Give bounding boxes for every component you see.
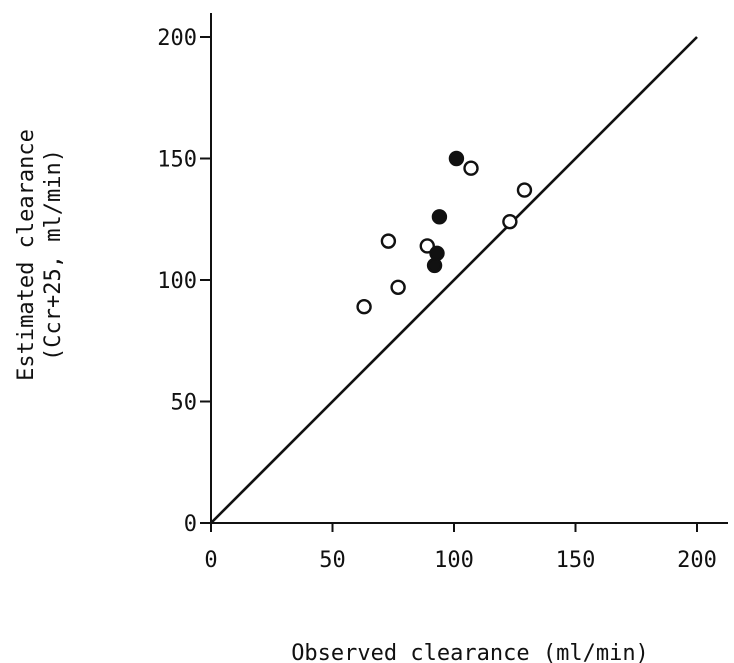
open-data-point bbox=[502, 213, 518, 230]
axes bbox=[210, 13, 728, 524]
x-tick-label: 100 bbox=[434, 548, 474, 573]
filled-data-point bbox=[431, 209, 448, 225]
filled-data-point bbox=[426, 257, 443, 274]
open-data-point bbox=[516, 182, 533, 198]
y-axis-label-line2: (Ccr+25, ml/min) bbox=[41, 149, 66, 361]
x-axis-label: Observed clearance (ml/min) bbox=[291, 641, 649, 663]
x-tick-label: 150 bbox=[556, 548, 596, 573]
y-tick-label: 100 bbox=[157, 269, 197, 294]
y-axis-label-line1: Estimated clearance bbox=[14, 129, 39, 381]
y-tick-label: 200 bbox=[157, 26, 197, 51]
filled-data-point bbox=[429, 245, 445, 261]
identity-line bbox=[210, 36, 698, 524]
y-tick-label: 50 bbox=[171, 391, 198, 416]
y-tick-label: 0 bbox=[184, 512, 197, 537]
open-data-point bbox=[380, 233, 397, 249]
ticks: 0 50 100 150 200 0 50 100 150 200 bbox=[157, 26, 717, 573]
open-data-point bbox=[390, 279, 406, 295]
x-tick-label: 50 bbox=[319, 548, 346, 573]
open-data-point bbox=[463, 160, 479, 176]
y-tick-label: 150 bbox=[157, 148, 197, 173]
data-points bbox=[356, 150, 533, 315]
x-tick-label: 200 bbox=[677, 548, 717, 573]
open-data-point bbox=[356, 299, 372, 315]
x-tick-label: 0 bbox=[204, 548, 217, 573]
filled-data-point bbox=[448, 150, 465, 167]
